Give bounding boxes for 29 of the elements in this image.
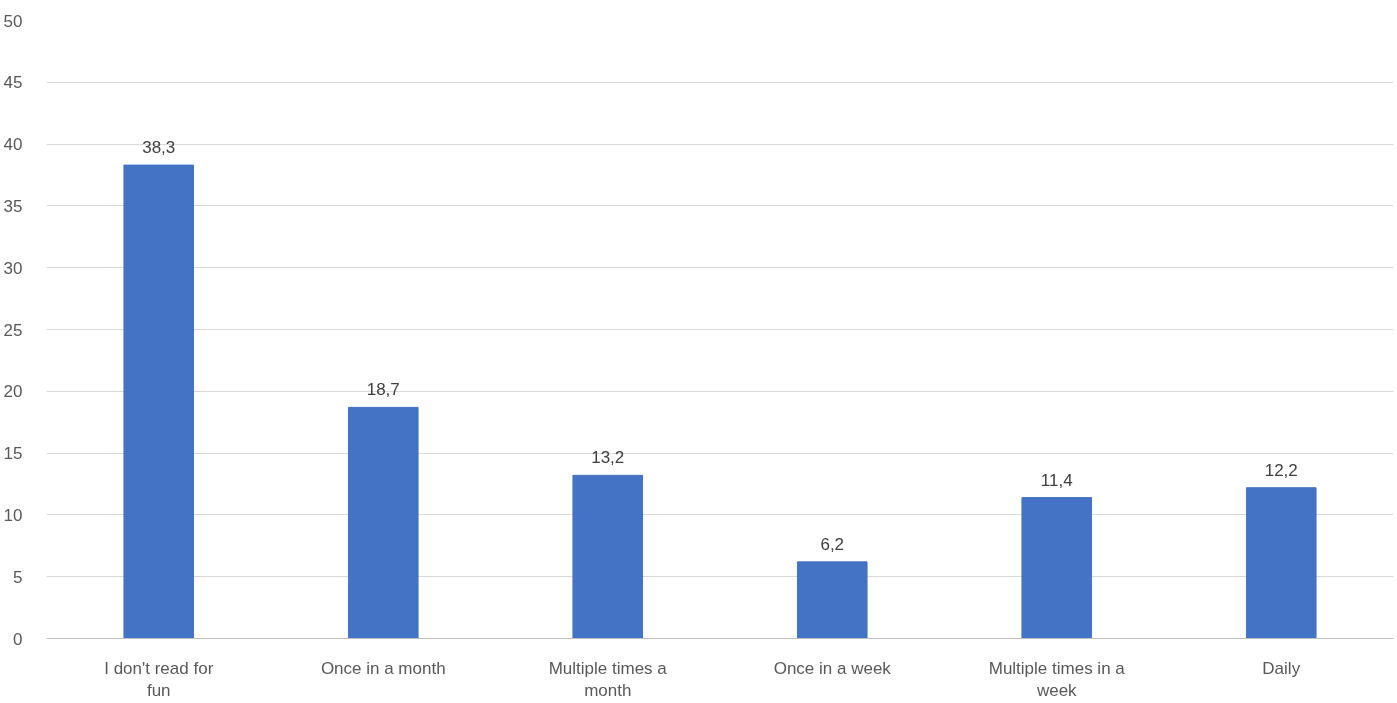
- data-label: 13,2: [591, 448, 625, 468]
- bar: [1021, 497, 1093, 639]
- x-tick-label: Once in a week: [773, 658, 892, 678]
- bar: [123, 164, 195, 639]
- bar: [572, 474, 644, 639]
- y-tick-label: 15: [3, 444, 23, 464]
- y-tick-label: 0: [13, 629, 23, 649]
- y-tick-label: 50: [3, 11, 23, 31]
- y-tick-label: 5: [13, 567, 23, 587]
- bar: [1245, 487, 1317, 639]
- bar: [347, 406, 419, 639]
- x-tick-label: Multiple times in a week: [988, 658, 1126, 701]
- y-tick-label: 35: [3, 196, 23, 216]
- data-label: 38,3: [142, 138, 176, 158]
- data-label: 6,2: [820, 534, 845, 554]
- y-tick-label: 25: [3, 320, 23, 340]
- y-tick-label: 40: [3, 135, 23, 155]
- data-label: 11,4: [1040, 470, 1073, 490]
- y-tick-label: 30: [3, 258, 23, 278]
- x-tick-label: Daily: [1262, 658, 1301, 678]
- data-label: 18,7: [366, 380, 400, 400]
- y-tick-label: 20: [3, 382, 23, 402]
- x-tick-label: Multiple times a month: [548, 658, 668, 701]
- y-tick-label: 10: [3, 505, 23, 525]
- bar: [796, 561, 868, 639]
- x-tick-label: Once in a month: [320, 658, 446, 678]
- y-tick-label: 45: [3, 73, 23, 93]
- x-tick-label: I don't read for fun: [104, 658, 214, 701]
- data-label: 12,2: [1264, 460, 1298, 480]
